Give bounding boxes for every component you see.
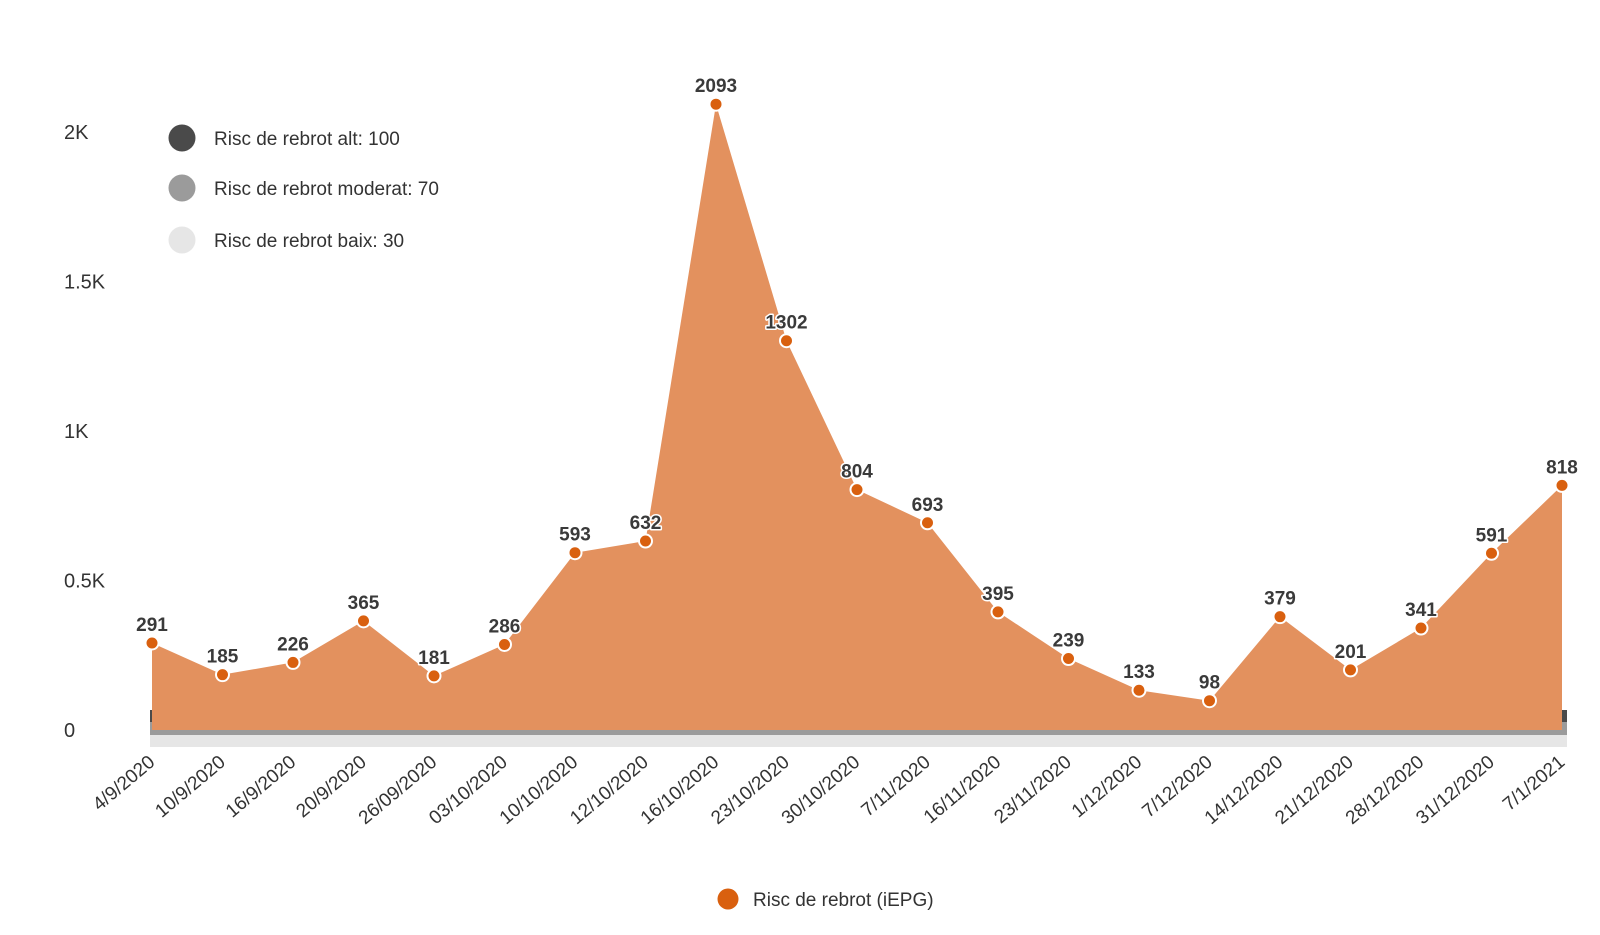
x-tick-label: 16/9/2020 — [222, 752, 300, 822]
data-point — [215, 667, 230, 683]
data-point — [144, 635, 160, 651]
data-point — [285, 654, 301, 670]
data-point — [1343, 662, 1358, 678]
data-label: 2093 — [695, 76, 737, 97]
data-point — [708, 96, 724, 112]
legend-label-threshold: Risc de rebrot baix: 30 — [214, 231, 404, 252]
x-tick-label: 1/12/2020 — [1068, 752, 1146, 822]
legend-label-threshold: Risc de rebrot alt: 100 — [214, 129, 400, 150]
data-point — [849, 482, 865, 498]
data-point — [1272, 609, 1288, 625]
x-tick-label: 4/9/2020 — [89, 752, 159, 816]
data-point — [638, 533, 653, 549]
data-label: 632 — [630, 513, 662, 534]
y-tick-label: 0 — [64, 720, 75, 742]
data-point — [920, 515, 935, 531]
data-label: 341 — [1405, 600, 1437, 621]
data-point — [567, 545, 583, 561]
data-label: 201 — [1335, 642, 1367, 663]
data-label: 286 — [489, 616, 521, 637]
x-tick-label: 16/11/2020 — [920, 752, 1005, 828]
data-point — [356, 613, 371, 629]
series-legend: Risc de rebrot (iEPG) — [717, 888, 934, 911]
data-point — [426, 668, 442, 684]
y-tick-label: 1.5K — [64, 272, 106, 294]
data-label: 1302 — [765, 313, 807, 334]
data-point — [497, 636, 512, 652]
data-label: 379 — [1264, 589, 1296, 610]
data-label: 593 — [559, 525, 591, 546]
data-label: 133 — [1123, 662, 1155, 683]
y-axis: 0 0.5K 1K 1.5K 2K — [64, 122, 106, 742]
x-tick-label: 7/1/2021 — [1499, 752, 1569, 816]
legend-marker-threshold — [168, 174, 196, 202]
data-point — [1554, 477, 1570, 493]
data-label: 98 — [1199, 673, 1220, 694]
data-label: 239 — [1053, 631, 1085, 652]
data-point — [1413, 620, 1429, 636]
data-point — [990, 604, 1006, 620]
data-label: 395 — [982, 584, 1014, 605]
data-label: 181 — [418, 648, 450, 669]
y-tick-label: 1K — [64, 421, 89, 443]
x-axis: 4/9/202010/9/202016/9/202020/9/202026/09… — [89, 752, 1569, 829]
legend-marker-threshold — [168, 226, 196, 254]
legend-label-threshold: Risc de rebrot moderat: 70 — [214, 179, 439, 200]
data-point — [1484, 545, 1499, 561]
data-point — [779, 333, 794, 349]
data-label: 226 — [277, 634, 309, 655]
x-tick-label: 31/12/2020 — [1412, 752, 1498, 829]
threshold-band-30 — [150, 735, 1567, 747]
legend-label-series: Risc de rebrot (iEPG) — [753, 890, 934, 911]
legend-marker-series — [717, 888, 739, 910]
data-point — [1131, 682, 1147, 698]
data-label: 693 — [912, 495, 944, 516]
data-label: 291 — [136, 615, 168, 636]
x-tick-label: 10/9/2020 — [151, 752, 229, 822]
data-label: 365 — [348, 593, 380, 614]
data-label: 818 — [1546, 457, 1578, 478]
data-label: 804 — [841, 462, 873, 483]
legend-marker-threshold — [168, 124, 196, 152]
points-layer — [144, 96, 1570, 709]
y-tick-label: 0.5K — [64, 571, 106, 593]
data-point — [1061, 651, 1076, 667]
y-tick-label: 2K — [64, 122, 89, 144]
data-label: 185 — [207, 647, 239, 668]
data-point — [1202, 693, 1217, 709]
x-tick-label: 23/11/2020 — [990, 752, 1075, 828]
labels-layer: 291 185 226 365 181 286 593 632 2093 1302 804 693 39… — [135, 75, 1580, 696]
threshold-legend: Risc de rebrot alt: 100 Risc de rebrot mo… — [168, 124, 439, 254]
x-tick-label: 30/10/2020 — [778, 752, 864, 829]
data-label: 591 — [1476, 525, 1508, 546]
